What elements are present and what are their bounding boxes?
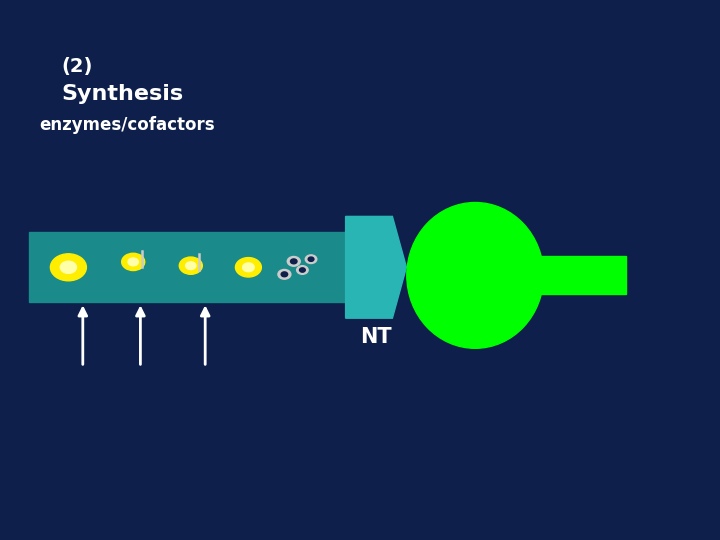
Circle shape: [282, 272, 288, 276]
Circle shape: [278, 269, 291, 279]
Circle shape: [122, 253, 145, 271]
Circle shape: [287, 256, 300, 266]
Ellipse shape: [407, 202, 544, 348]
Text: (2): (2): [61, 57, 93, 76]
Bar: [529, 256, 626, 294]
Circle shape: [297, 266, 308, 274]
Circle shape: [60, 261, 76, 273]
Circle shape: [186, 262, 196, 269]
Circle shape: [305, 255, 317, 264]
Circle shape: [300, 268, 305, 272]
Polygon shape: [346, 217, 406, 318]
Circle shape: [290, 259, 297, 264]
Bar: [29, 232, 346, 302]
Text: enzymes/cofactors: enzymes/cofactors: [40, 116, 215, 134]
Circle shape: [128, 258, 138, 266]
Circle shape: [308, 257, 314, 261]
Circle shape: [235, 258, 261, 277]
Text: NT: NT: [360, 327, 392, 347]
Text: Synthesis: Synthesis: [61, 84, 184, 104]
Circle shape: [50, 254, 86, 281]
Circle shape: [179, 257, 202, 274]
Circle shape: [243, 263, 254, 272]
